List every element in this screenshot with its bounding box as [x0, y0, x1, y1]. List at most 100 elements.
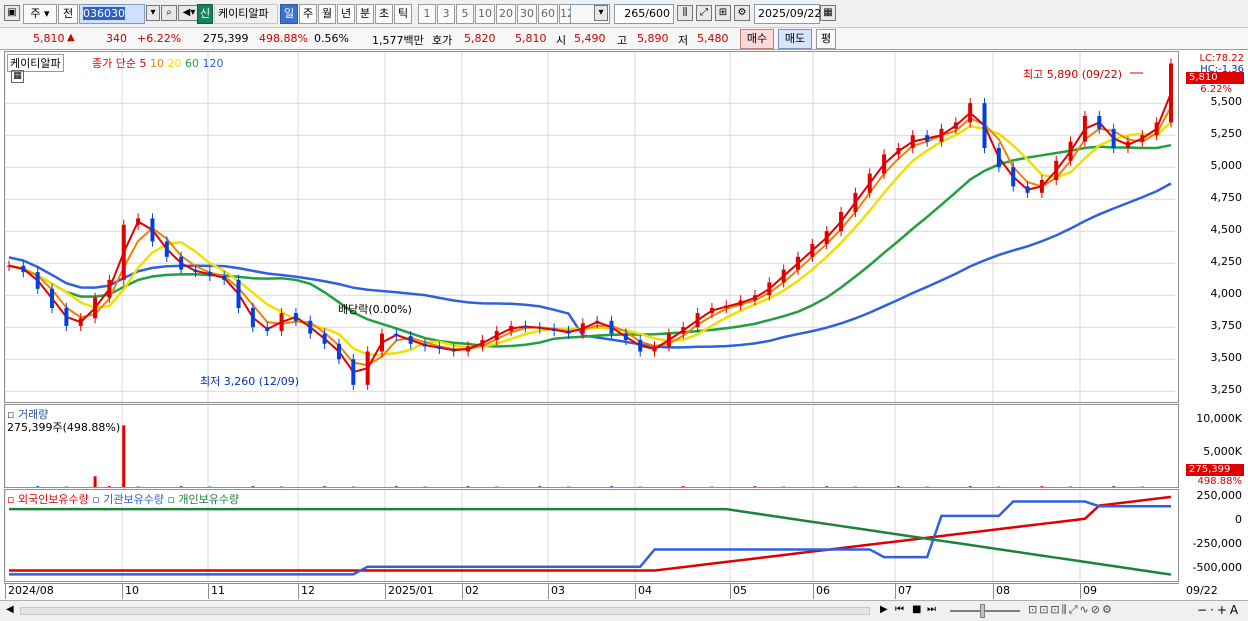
candle-body	[150, 218, 155, 242]
volume-bar	[423, 486, 427, 487]
candle-icon[interactable]: ⫼	[677, 5, 693, 21]
x-axis-label: 05	[730, 584, 747, 599]
price-chart-svg	[5, 52, 1175, 402]
volume-bar	[36, 486, 40, 487]
volume-panel[interactable]: ▫ 거래량 275,399주(498.88%)	[4, 404, 1179, 488]
bid-price: 5,810	[515, 32, 547, 45]
volume-bar	[810, 486, 814, 487]
candle-body	[796, 256, 801, 270]
x-axis-label: 2024/08	[5, 584, 54, 599]
interval-tab-3[interactable]: 3	[437, 4, 455, 24]
period-tab-6[interactable]: 틱	[394, 4, 412, 24]
holdings-panel[interactable]: ▫ 외국인보유수량 ▫ 기관보유수량 ▫ 개인보유수량	[4, 489, 1179, 582]
ma-120-label[interactable]: 120	[202, 57, 224, 70]
date-input[interactable]: 2025/09/22	[754, 4, 821, 24]
interval-tab-5[interactable]: 5	[456, 4, 474, 24]
interval-tab-30[interactable]: 30	[517, 4, 537, 24]
candle-body	[839, 212, 844, 232]
candle-body	[1125, 141, 1130, 148]
volume-bar	[825, 486, 829, 487]
trade-amount: 1,577백만	[372, 34, 424, 47]
scroll-track[interactable]	[20, 607, 870, 615]
candle-body	[35, 272, 40, 289]
holdings-tick: -500,000	[1192, 560, 1242, 574]
ma-20-label[interactable]: 20	[167, 57, 185, 70]
candle-body	[767, 282, 772, 296]
candle-body	[21, 265, 26, 273]
rewind-icon[interactable]: ⏮	[895, 604, 904, 615]
period-tab-3[interactable]: 년	[337, 4, 355, 24]
market-type-select[interactable]: 주 ▾	[23, 4, 57, 24]
scroll-right-icon[interactable]: ▶	[880, 604, 888, 615]
dividend-annotation: 배당락(0.00%)	[338, 303, 412, 316]
period-tab-4[interactable]: 분	[356, 4, 374, 24]
buy-button[interactable]: 매수	[740, 29, 774, 49]
volume-bar	[1126, 487, 1129, 488]
institution-holdings-line	[9, 500, 1171, 576]
volume-bar	[280, 486, 284, 487]
volume-bar	[954, 486, 958, 487]
volume-axis: 10,000K 5,000K 275,399 498.88%	[1180, 404, 1248, 488]
candle-body	[365, 351, 370, 385]
volume-bar	[753, 486, 757, 487]
holdings-legend-2[interactable]: ▫ 개인보유수량	[167, 493, 240, 506]
candle-body	[480, 340, 485, 347]
candle-body	[351, 359, 356, 385]
zoom-controls-icon[interactable]: −·+A	[1197, 603, 1242, 617]
dropdown-icon[interactable]: ▾	[594, 5, 608, 21]
candle-body	[7, 265, 11, 267]
scroll-left-icon[interactable]: ◀	[6, 604, 14, 615]
dropdown-icon[interactable]: ▾	[146, 5, 160, 21]
x-axis-last-date: 09/22	[1186, 584, 1218, 597]
volume-value: 275,399	[203, 32, 249, 45]
volume-tick: 5,000K	[1203, 445, 1242, 458]
stop-icon[interactable]: ■	[912, 604, 922, 615]
zoom-icon[interactable]: ⊞	[715, 5, 731, 21]
candle-body	[107, 279, 112, 298]
settings-gear-icon[interactable]: ⚙	[734, 5, 750, 21]
period-tab-0[interactable]: 일	[280, 4, 298, 24]
x-axis-label: 02	[462, 584, 479, 599]
ma-5-label[interactable]: 5	[139, 57, 150, 70]
period-tab-2[interactable]: 월	[318, 4, 336, 24]
zoom-slider[interactable]	[950, 610, 1020, 612]
price-chart-panel[interactable]: 케이티알파 ▦ 종가 단순 5 10 20 60 120 최고 5,890 (0…	[4, 51, 1179, 403]
ma-legend[interactable]: 종가 단순 5 10 20 60 120	[92, 55, 223, 71]
volume-bar	[523, 486, 527, 487]
window-icon[interactable]: ▣	[4, 5, 20, 21]
candle-body	[222, 276, 227, 280]
sell-button[interactable]: 매도	[778, 29, 812, 49]
ma-60-label[interactable]: 60	[184, 57, 203, 70]
grid-toggle-icon[interactable]: ▦	[11, 70, 24, 83]
volume-bar	[93, 476, 97, 487]
stock-code-input[interactable]: 036030	[79, 4, 145, 24]
interval-tab-10[interactable]: 10	[475, 4, 495, 24]
volume-bar	[1170, 487, 1173, 488]
holdings-tick: 250,000	[1196, 488, 1243, 502]
period-tab-5[interactable]: 초	[375, 4, 393, 24]
calendar-icon[interactable]: ▦	[820, 5, 836, 21]
chart-stock-name[interactable]: 케이티알파	[7, 54, 64, 72]
volume-bar	[323, 486, 327, 487]
holdings-axis: 250,000 0 -250,000 -500,000	[1180, 489, 1248, 582]
candle-body	[164, 241, 169, 257]
prev-button[interactable]: 전	[58, 4, 78, 24]
ask-price: 5,820	[464, 32, 496, 45]
interval-tab-20[interactable]: 20	[496, 4, 516, 24]
interval-tab-60[interactable]: 60	[538, 4, 558, 24]
holdings-legend-0[interactable]: ▫ 외국인보유수량	[7, 493, 93, 506]
zoom-slider-thumb[interactable]	[980, 604, 985, 618]
ma-10-label[interactable]: 10	[149, 57, 168, 70]
period-tab-1[interactable]: 주	[299, 4, 317, 24]
range-input[interactable]: 265/600	[614, 4, 674, 24]
forward-icon[interactable]: ⏭	[927, 604, 936, 615]
eval-button[interactable]: 평	[816, 29, 836, 49]
interval-tab-1[interactable]: 1	[418, 4, 436, 24]
holdings-legend-1[interactable]: ▫ 기관보유수량	[92, 493, 168, 506]
search-icon[interactable]: ⌕	[161, 5, 177, 21]
drawing-tools-icons[interactable]: ⊡⊡⊡⫼⤢∿⊘⚙	[1028, 603, 1114, 616]
draw-tool-icon[interactable]: ⤢	[696, 5, 712, 21]
turnover-rate: 0.56%	[314, 32, 349, 45]
volume-bar	[380, 486, 384, 487]
individual-holdings-line	[9, 507, 1172, 576]
